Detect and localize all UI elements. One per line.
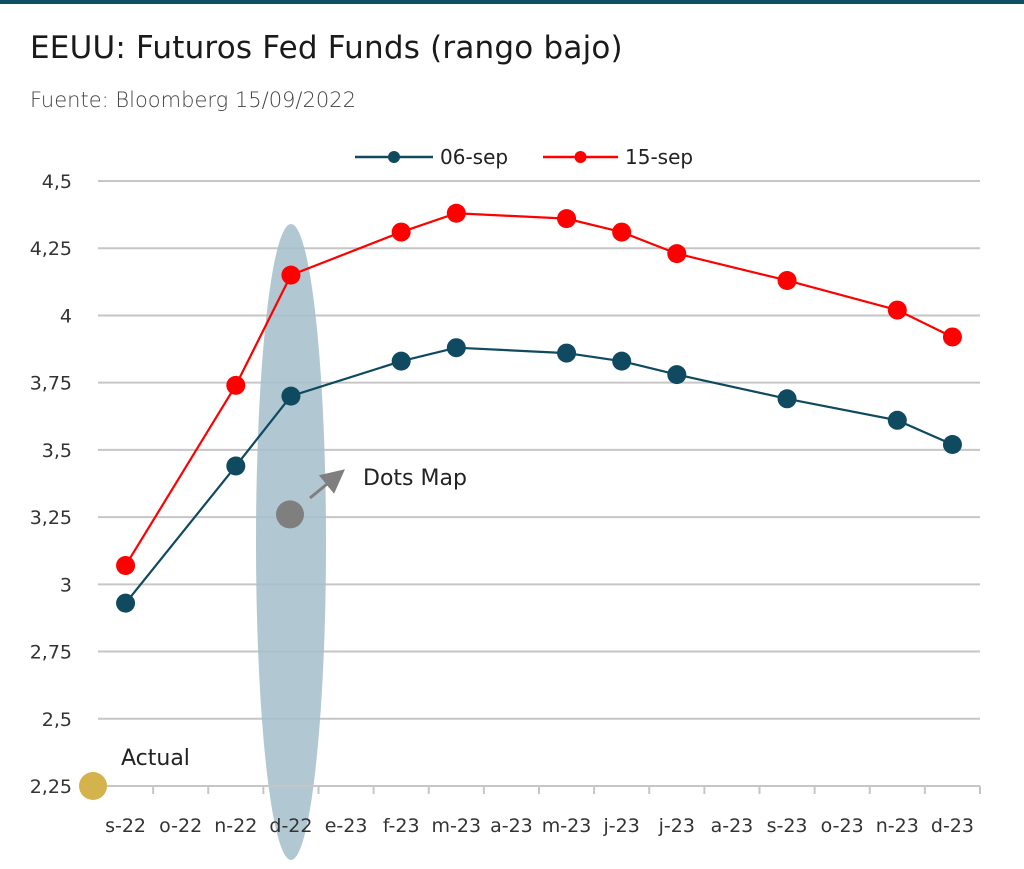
x-tick-label: s-22 (105, 815, 146, 837)
x-tick-label: m-23 (432, 815, 482, 837)
gridlines (98, 180, 980, 720)
x-tick-label: n-23 (876, 815, 919, 837)
series-point (116, 593, 136, 613)
page-subtitle: Fuente: Bloomberg 15/09/2022 (30, 88, 356, 112)
y-tick-label: 3 (60, 574, 72, 596)
x-tick-label: e-23 (325, 815, 368, 837)
y-tick-label: 3,75 (30, 373, 72, 395)
x-tick-label: j-23 (658, 815, 695, 837)
legend-label: 06-sep (440, 145, 508, 169)
x-tick-label: m-23 (542, 815, 592, 837)
x-tick-label: o-22 (159, 815, 202, 837)
series-point (281, 265, 301, 285)
x-tick-label: a-23 (711, 815, 754, 837)
x-tick-label: s-23 (767, 815, 808, 837)
x-tick-label: f-23 (383, 815, 420, 837)
series-point (942, 327, 962, 347)
y-tick-label: 2,5 (42, 709, 72, 731)
series-point (942, 435, 962, 455)
series-point (446, 338, 466, 358)
series-line (124, 346, 953, 604)
legend: 06-sep 15-sep (355, 145, 693, 169)
series-point (777, 270, 797, 290)
x-tick-label: o-23 (821, 815, 864, 837)
x-tick-label: n-22 (214, 815, 257, 837)
x-tick-label: d-22 (269, 815, 312, 837)
series-group (116, 203, 962, 613)
page-title: EEUU: Futuros Fed Funds (rango bajo) (30, 30, 623, 66)
series-point (777, 389, 797, 409)
y-tick-label: 3,5 (42, 440, 72, 462)
series-point (116, 556, 136, 576)
y-axis: 2,25 2,5 2,75 3 3,25 3,5 3,75 4 4,25 4,5 (30, 171, 72, 798)
y-tick-label: 4 (60, 305, 72, 327)
legend-label: 15-sep (625, 145, 693, 169)
series-point (887, 410, 907, 430)
dots-map-label: Dots Map (363, 466, 467, 491)
legend-swatch-dot (574, 151, 587, 163)
series-point (667, 365, 687, 385)
series-line (124, 212, 953, 567)
actual-dot (79, 772, 107, 800)
dots-map-arrow (309, 469, 345, 500)
annotations: Actual Dots Map (79, 466, 467, 800)
series-point (391, 351, 411, 371)
y-tick-label: 2,75 (30, 642, 72, 664)
series-point (612, 351, 632, 371)
x-tick-label: a-23 (490, 815, 533, 837)
series-point (226, 456, 246, 476)
x-axis: s-22 o-22 n-22 d-22 e-23 f-23 m-23 a-23 m-23 j-23… (97, 785, 981, 837)
x-tick-label: j-23 (603, 815, 640, 837)
y-tick-label: 4,25 (30, 238, 72, 260)
highlight-ellipse (256, 224, 326, 860)
x-tick-label: d-23 (931, 815, 974, 837)
y-tick-label: 3,25 (30, 507, 72, 529)
actual-label: Actual (121, 746, 190, 771)
y-tick-label: 2,25 (30, 776, 72, 798)
y-tick-label: 4,5 (42, 171, 72, 193)
series-point (281, 386, 301, 406)
dots-map-dot (276, 500, 304, 529)
series-point (557, 343, 577, 363)
series-point (226, 375, 246, 395)
highlight-ellipse-shape (256, 224, 326, 860)
series-point (612, 222, 632, 242)
series-point (887, 300, 907, 320)
series-point (446, 203, 466, 223)
series-point (391, 222, 411, 242)
legend-swatch-dot (388, 151, 400, 163)
top-rule (0, 0, 1024, 4)
series-point (557, 209, 577, 229)
series-point (667, 244, 687, 264)
